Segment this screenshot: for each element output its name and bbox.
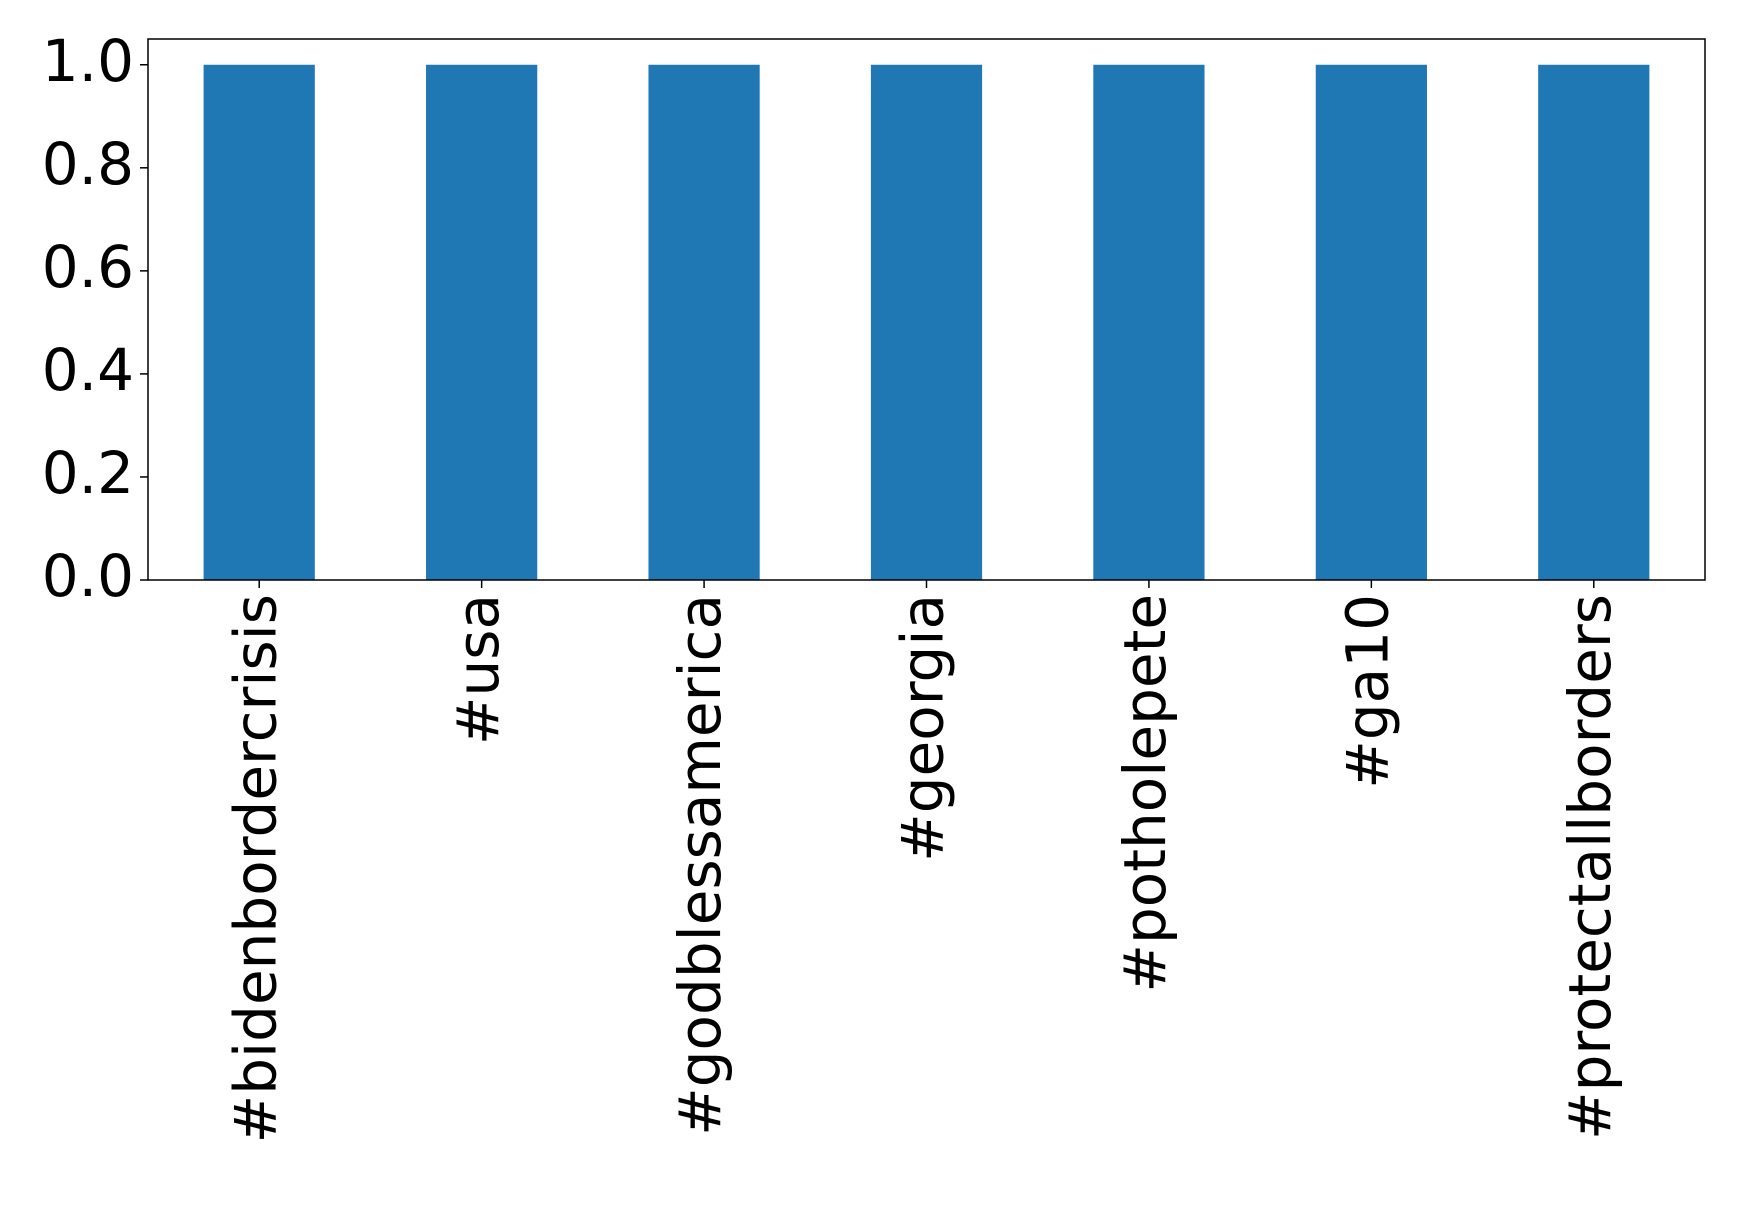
y-tick-label: 0.4: [42, 336, 134, 404]
x-tick-label: #georgia: [889, 594, 957, 862]
y-tick-label: 1.0: [42, 27, 134, 95]
x-tick-label: #protectallborders: [1556, 594, 1624, 1140]
x-tick-label: #bidenbordercrisis: [221, 594, 289, 1143]
bar: [426, 64, 538, 580]
x-tick-label: #usa: [444, 594, 512, 745]
bar: [1538, 64, 1650, 580]
y-tick-label: 0.6: [42, 233, 134, 301]
bar: [1093, 64, 1205, 580]
x-tick-label: #ga10: [1333, 594, 1401, 789]
bar: [203, 64, 315, 580]
x-tick-label: #godblessamerica: [666, 594, 734, 1136]
y-tick-label: 0.2: [42, 439, 134, 507]
bar: [1315, 64, 1427, 580]
bar: [648, 64, 760, 580]
x-tick-label: #potholepete: [1111, 594, 1179, 993]
plot-frame: [147, 38, 1706, 581]
bar: [870, 64, 983, 580]
y-tick-label: 0.8: [42, 130, 134, 198]
y-tick-label: 0.0: [42, 542, 134, 610]
